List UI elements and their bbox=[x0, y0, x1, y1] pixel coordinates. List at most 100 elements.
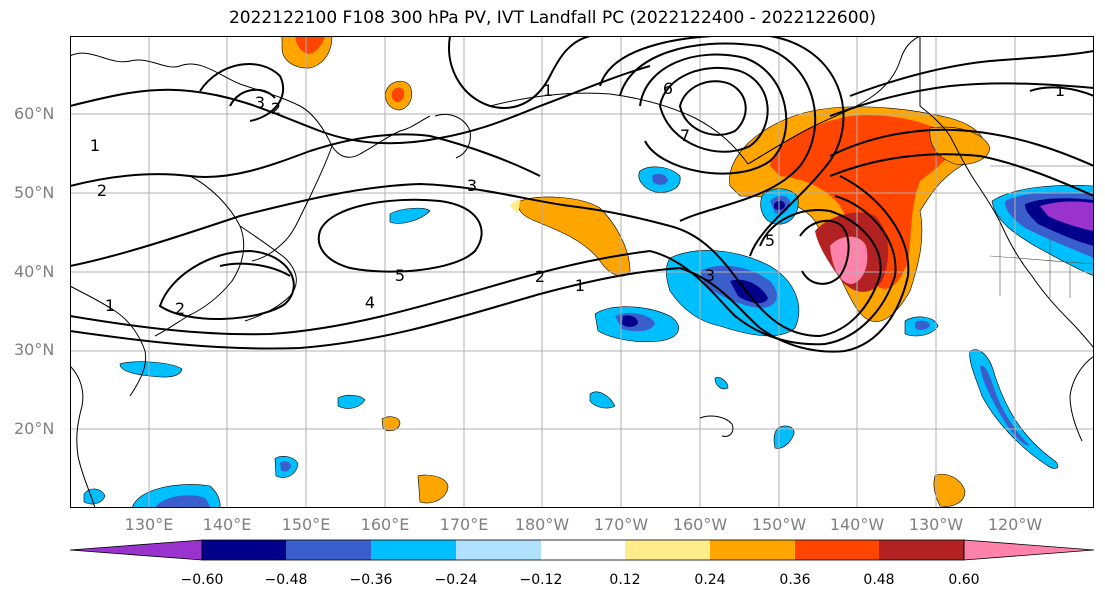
lon-label-120w: 120°W bbox=[987, 515, 1043, 534]
colorbar-tick-label: 0.60 bbox=[948, 572, 980, 588]
pv-contour-1-main bbox=[70, 267, 681, 350]
lat-label-40n: 40°N bbox=[14, 262, 55, 281]
colorbar-tick-label: 0.36 bbox=[779, 572, 811, 588]
pv-contour-ne-2 bbox=[829, 153, 1094, 197]
pv-contour-2-main bbox=[70, 250, 651, 336]
pv-contour-4 bbox=[619, 42, 817, 222]
contour-label: 5 bbox=[765, 231, 775, 250]
lat-label-20n: 20°N bbox=[14, 419, 55, 438]
contour-label: 1 bbox=[1055, 81, 1065, 100]
colorbar-tick-label: −0.12 bbox=[519, 572, 563, 588]
colorbar-tick-label: 0.12 bbox=[609, 572, 641, 588]
pv-contour-arctic-2 bbox=[829, 82, 1094, 117]
colorbar-extend-low bbox=[69, 539, 203, 561]
contour-label: 2 bbox=[271, 99, 281, 118]
negative-anomaly-east-streak bbox=[969, 349, 1059, 469]
pv-contours bbox=[70, 36, 1094, 353]
colorbar-bin bbox=[456, 540, 541, 560]
lon-label-170e: 170°E bbox=[439, 515, 489, 534]
contour-label: 1 bbox=[543, 81, 553, 100]
colorbar-tick-label: 0.24 bbox=[694, 572, 726, 588]
colorbar-tick-label: 0.48 bbox=[863, 572, 895, 588]
pv-contour-wrap-1 bbox=[669, 209, 882, 338]
colorbar-tick-label: −0.24 bbox=[434, 572, 478, 588]
positive-anomaly-south-2 bbox=[933, 473, 966, 507]
colorbar-bin bbox=[541, 540, 625, 560]
graticule bbox=[70, 36, 1094, 508]
coast-china bbox=[70, 285, 147, 397]
colorbar-bin bbox=[625, 540, 710, 560]
lon-label-130e: 130°E bbox=[124, 515, 174, 534]
positive-anomaly-south-1 bbox=[417, 474, 449, 504]
contour-label: 7 bbox=[680, 126, 690, 145]
contour-label: 3 bbox=[467, 176, 477, 195]
pv-contour-3 bbox=[599, 36, 845, 257]
colorbar-bin bbox=[795, 540, 879, 560]
contour-label: 3 bbox=[255, 93, 265, 112]
pv-contour-nw-2 bbox=[229, 88, 276, 107]
contour-labels: 1 2 3 2 1 2 3 4 5 2 1 3 5 6 7 1 1 bbox=[90, 79, 1065, 318]
pv-contour-2-west bbox=[70, 133, 541, 187]
pv-contour-nw-1 bbox=[199, 63, 285, 122]
colorbar-bin bbox=[879, 540, 964, 560]
colorbar-tick-label: −0.60 bbox=[180, 572, 224, 588]
pv-contour-sw bbox=[219, 262, 291, 277]
pv-contour-north bbox=[448, 36, 591, 109]
lon-label-150w: 150°W bbox=[751, 515, 807, 534]
colorbar-bin bbox=[286, 540, 371, 560]
lat-label-50n: 50°N bbox=[14, 183, 55, 202]
lat-label-30n: 30°N bbox=[14, 340, 55, 359]
lon-label-160w: 160°W bbox=[672, 515, 728, 534]
map-panel: 1 2 3 2 1 2 3 4 5 2 1 3 5 6 7 1 1 bbox=[70, 36, 1094, 508]
lon-label-180w: 180°W bbox=[514, 515, 570, 534]
pv-contour-wrap-3 bbox=[679, 175, 910, 353]
pv-contour-1-west bbox=[70, 65, 651, 145]
contour-label: 2 bbox=[175, 299, 185, 318]
pv-contour-7 bbox=[678, 80, 747, 136]
pv-contour-3-main bbox=[70, 182, 671, 267]
coast-baja bbox=[1069, 355, 1094, 442]
lon-label-150e: 150°E bbox=[281, 515, 331, 534]
pv-contour-wrap-2 bbox=[649, 195, 897, 346]
contour-label: 1 bbox=[90, 136, 100, 155]
coast-kamchatka bbox=[251, 145, 333, 262]
coast-nw-america bbox=[919, 36, 1094, 349]
map-frame bbox=[70, 36, 1094, 508]
lat-label-60n: 60°N bbox=[14, 104, 55, 123]
coast-alaska-south bbox=[747, 36, 921, 165]
colorbar-extend-high bbox=[963, 539, 1095, 561]
coast-siberia bbox=[70, 52, 431, 158]
lon-label-140e: 140°E bbox=[202, 515, 252, 534]
contour-label: 2 bbox=[97, 181, 107, 200]
contour-label: 1 bbox=[105, 296, 115, 315]
coast-sakhalin-japan bbox=[154, 175, 245, 337]
hawaii bbox=[699, 415, 734, 437]
coastlines bbox=[70, 36, 1094, 508]
pv-contour-5 bbox=[639, 53, 788, 175]
positive-anomaly-red bbox=[770, 115, 953, 289]
coast-se-asia bbox=[70, 365, 96, 508]
contour-label: 1 bbox=[575, 276, 585, 295]
colorbar-bin bbox=[202, 540, 286, 560]
map-title: 2022122100 F108 300 hPa PV, IVT Landfall… bbox=[228, 8, 876, 28]
colorbar-bin bbox=[371, 540, 456, 560]
pv-contour-arctic-1 bbox=[849, 50, 1094, 97]
pv-contour-ne-1 bbox=[829, 128, 1094, 167]
pv-contour-far-east bbox=[1029, 86, 1094, 97]
contour-label: 3 bbox=[705, 266, 715, 285]
lon-label-130w: 130°W bbox=[908, 515, 964, 534]
contour-label: 6 bbox=[663, 79, 673, 98]
contour-label: 2 bbox=[535, 267, 545, 286]
lon-label-140w: 140°W bbox=[829, 515, 885, 534]
pv-contour-5-closed bbox=[317, 198, 483, 273]
pv-contour-wrap-4 bbox=[799, 219, 850, 285]
lon-label-160e: 160°E bbox=[360, 515, 410, 534]
colorbar-bin bbox=[710, 540, 795, 560]
colorbar bbox=[69, 539, 1095, 561]
pv-contour-6 bbox=[658, 66, 769, 153]
lon-label-170w: 170°W bbox=[593, 515, 649, 534]
contour-label: 4 bbox=[365, 293, 375, 312]
pv-contour-low bbox=[158, 249, 295, 320]
colorbar-tick-label: −0.48 bbox=[264, 572, 308, 588]
colorbar-tick-label: −0.36 bbox=[349, 572, 393, 588]
